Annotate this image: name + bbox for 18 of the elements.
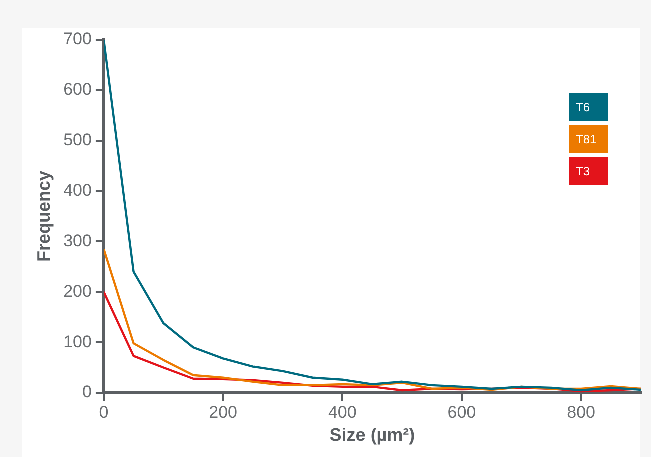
y-tick-label: 600 [64,80,92,100]
x-tick-label: 800 [567,402,596,422]
text: T6 [576,100,590,114]
text: T81 [576,132,598,146]
y-tick-label: 100 [64,332,92,352]
y-tick-label: 700 [64,30,92,49]
x-tick-label: 600 [448,402,476,422]
x-tick-label: 0 [99,402,109,422]
y-tick-label: 400 [64,180,92,200]
y-tick-label: 300 [64,231,92,250]
x-axis-title: Size (µm²) [330,425,416,446]
y-tick-label: 200 [64,282,92,301]
y-tick-label: 0 [82,382,92,402]
x-tick-label: 200 [209,402,238,422]
x-tick-label: 400 [328,402,357,422]
y-axis-title: Frequency [34,170,54,262]
text: T3 [576,164,590,178]
y-tick-label: 500 [64,130,92,150]
